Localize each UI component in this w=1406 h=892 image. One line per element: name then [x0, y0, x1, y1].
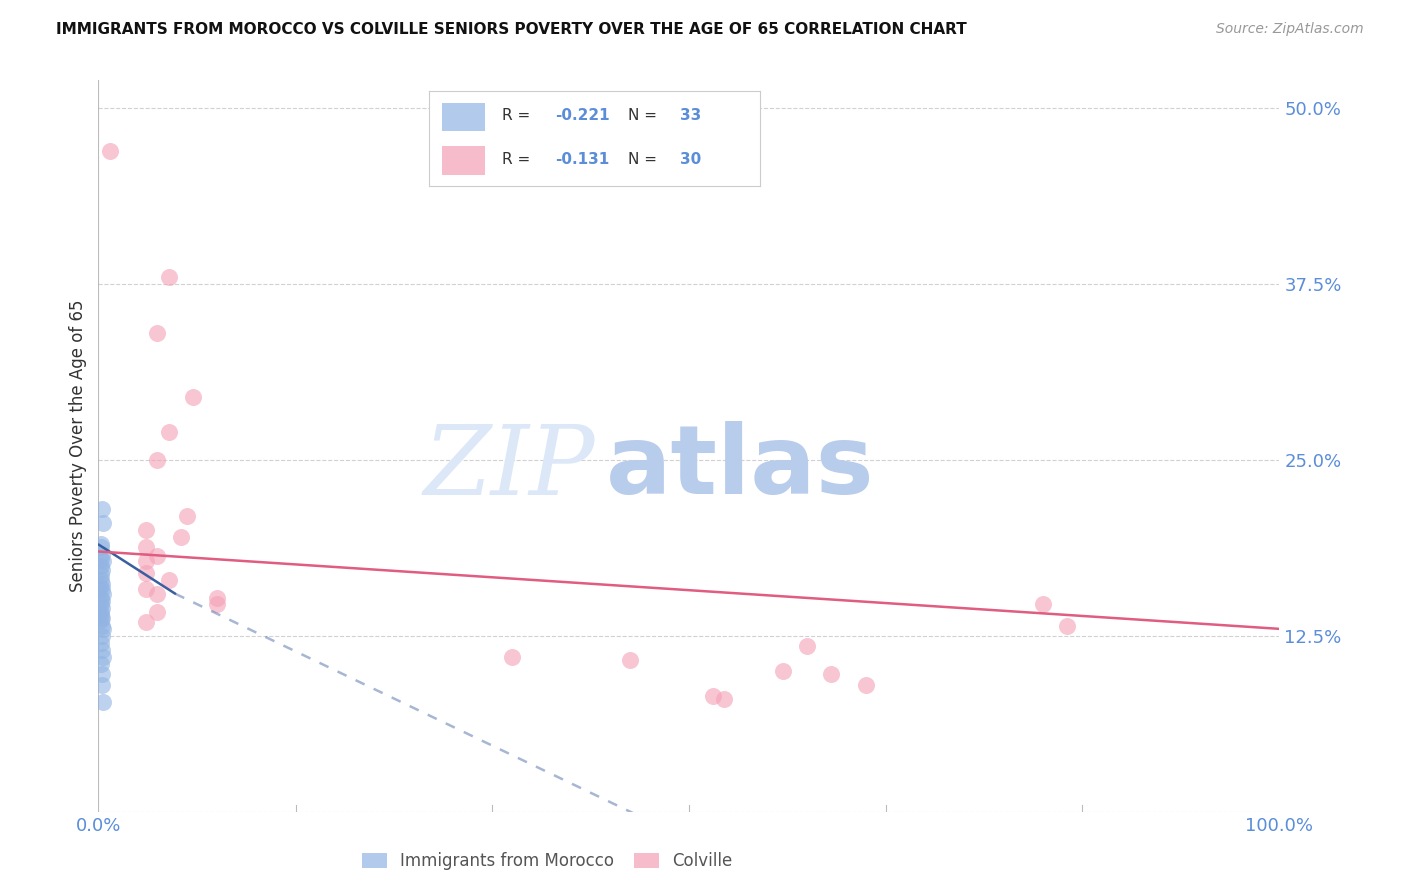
Point — [91, 547, 114, 561]
Point — [135, 582, 157, 597]
Point — [702, 690, 724, 704]
Point — [91, 650, 114, 665]
Point — [157, 425, 180, 439]
Point — [91, 622, 114, 636]
Point — [90, 597, 112, 611]
Point — [91, 577, 114, 591]
Point — [796, 639, 818, 653]
Text: IMMIGRANTS FROM MOROCCO VS COLVILLE SENIORS POVERTY OVER THE AGE OF 65 CORRELATI: IMMIGRANTS FROM MOROCCO VS COLVILLE SENI… — [56, 22, 967, 37]
Legend: Immigrants from Morocco, Colville: Immigrants from Morocco, Colville — [356, 846, 740, 877]
Point — [146, 453, 169, 467]
Point — [91, 593, 114, 607]
Point — [820, 666, 842, 681]
Point — [91, 678, 114, 692]
Point — [157, 270, 180, 285]
Point — [146, 605, 169, 619]
Point — [91, 582, 114, 597]
Point — [91, 587, 114, 601]
Point — [205, 591, 228, 605]
Point — [619, 653, 641, 667]
Point — [90, 568, 112, 582]
Point — [91, 666, 114, 681]
Point — [90, 607, 112, 622]
Point — [90, 551, 112, 566]
Text: Source: ZipAtlas.com: Source: ZipAtlas.com — [1216, 22, 1364, 37]
Point — [90, 605, 112, 619]
Point — [176, 509, 198, 524]
Point — [91, 619, 114, 633]
Point — [90, 573, 112, 587]
Point — [90, 636, 112, 650]
Point — [91, 563, 114, 577]
Text: ZIP: ZIP — [423, 421, 595, 515]
Point — [98, 144, 121, 158]
Point — [91, 695, 114, 709]
Point — [135, 554, 157, 568]
Point — [135, 541, 157, 555]
Point — [146, 326, 169, 341]
Point — [90, 614, 112, 628]
Point — [855, 678, 877, 692]
Point — [772, 664, 794, 678]
Point — [205, 597, 228, 611]
Y-axis label: Seniors Poverty Over the Age of 65: Seniors Poverty Over the Age of 65 — [69, 300, 87, 592]
Point — [1032, 597, 1054, 611]
Point — [90, 558, 112, 573]
Point — [91, 516, 114, 531]
Point — [135, 524, 157, 538]
Point — [90, 591, 112, 605]
Point — [90, 541, 112, 555]
Point — [181, 390, 204, 404]
Point — [91, 629, 114, 643]
Text: atlas: atlas — [606, 421, 875, 515]
Point — [713, 692, 735, 706]
Point — [1056, 619, 1078, 633]
Point — [135, 566, 157, 580]
Point — [146, 549, 169, 563]
Point — [91, 600, 114, 615]
Point — [501, 650, 523, 665]
Point — [170, 530, 193, 544]
Point — [91, 610, 114, 624]
Point — [135, 615, 157, 629]
Point — [89, 580, 111, 594]
Point — [90, 657, 112, 671]
Point — [91, 643, 114, 657]
Point — [157, 573, 180, 587]
Point — [90, 537, 112, 551]
Point — [91, 502, 114, 516]
Point — [91, 554, 114, 568]
Point — [146, 587, 169, 601]
